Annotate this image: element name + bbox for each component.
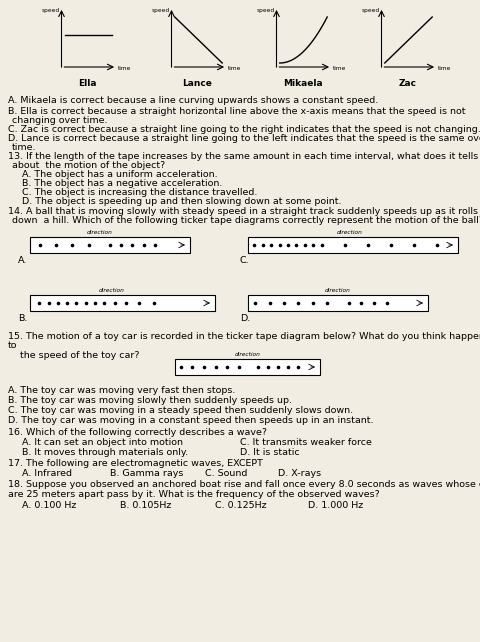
Text: are 25 meters apart pass by it. What is the frequency of the observed waves?: are 25 meters apart pass by it. What is … — [8, 490, 380, 499]
Text: Zac: Zac — [398, 79, 417, 88]
Text: D. X-rays: D. X-rays — [278, 469, 321, 478]
Text: time: time — [228, 67, 241, 71]
Bar — [248, 295, 428, 311]
Text: direction: direction — [235, 352, 261, 357]
Text: C. The toy car was moving in a steady speed then suddenly slows down.: C. The toy car was moving in a steady sp… — [8, 406, 353, 415]
Text: Lance: Lance — [182, 79, 213, 88]
Text: 16. Which of the following correctly describes a wave?: 16. Which of the following correctly des… — [8, 428, 267, 437]
Text: D. Lance is correct because a straight line going to the left indicates that the: D. Lance is correct because a straight l… — [8, 134, 480, 143]
Text: D. The object is speeding up and then slowing down at some point.: D. The object is speeding up and then sl… — [22, 197, 341, 206]
Text: direction: direction — [99, 288, 125, 293]
Text: D. The toy car was moving in a constant speed then speeds up in an instant.: D. The toy car was moving in a constant … — [8, 416, 373, 425]
Text: B.: B. — [18, 314, 27, 323]
Text: 13. If the length of the tape increases by the same amount in each time interval: 13. If the length of the tape increases … — [8, 152, 480, 161]
Bar — [30, 237, 190, 253]
Text: 18. Suppose you observed an anchored boat rise and fall once every 8.0 seconds a: 18. Suppose you observed an anchored boa… — [8, 480, 480, 489]
Text: A.: A. — [18, 256, 27, 265]
Text: A. 0.100 Hz: A. 0.100 Hz — [22, 501, 76, 510]
Text: time: time — [333, 67, 347, 71]
Text: C. It transmits weaker force: C. It transmits weaker force — [240, 438, 372, 447]
Text: time: time — [118, 67, 132, 71]
Text: A. Mikaela is correct because a line curving upwards shows a constant speed.: A. Mikaela is correct because a line cur… — [8, 96, 378, 105]
Text: down  a hill. Which of the following ticker tape diagrams correctly represent th: down a hill. Which of the following tick… — [12, 216, 480, 225]
Text: A. It can set an object into motion: A. It can set an object into motion — [22, 438, 183, 447]
Text: C. 0.125Hz: C. 0.125Hz — [215, 501, 266, 510]
Text: D. It is static: D. It is static — [240, 448, 300, 457]
Bar — [248, 237, 458, 253]
Text: 17. The following are electromagnetic waves, EXCEPT: 17. The following are electromagnetic wa… — [8, 459, 263, 468]
Text: 15. The motion of a toy car is recorded in the ticker tape diagram below? What d: 15. The motion of a toy car is recorded … — [8, 332, 480, 341]
Text: B. It moves through materials only.: B. It moves through materials only. — [22, 448, 188, 457]
Bar — [175, 359, 320, 375]
Text: C. The object is increasing the distance travelled.: C. The object is increasing the distance… — [22, 188, 257, 197]
Text: B. Ella is correct because a straight horizontal line above the x-axis means tha: B. Ella is correct because a straight ho… — [8, 107, 466, 116]
Text: direction: direction — [325, 288, 351, 293]
Text: B. The toy car was moving slowly then suddenly speeds up.: B. The toy car was moving slowly then su… — [8, 396, 292, 405]
Text: speed: speed — [256, 8, 275, 13]
Text: A. The object has a uniform acceleration.: A. The object has a uniform acceleration… — [22, 170, 217, 179]
Text: B. Gamma rays: B. Gamma rays — [110, 469, 183, 478]
Text: D. 1.000 Hz: D. 1.000 Hz — [308, 501, 363, 510]
Text: to: to — [8, 341, 17, 350]
Text: C. Sound: C. Sound — [205, 469, 247, 478]
Text: the speed of the toy car?: the speed of the toy car? — [8, 351, 140, 360]
Text: B. 0.105Hz: B. 0.105Hz — [120, 501, 171, 510]
Text: A. Infrared: A. Infrared — [22, 469, 72, 478]
Text: D.: D. — [240, 314, 250, 323]
Text: B. The object has a negative acceleration.: B. The object has a negative acceleratio… — [22, 179, 222, 188]
Text: about  the motion of the object?: about the motion of the object? — [12, 161, 165, 170]
Text: time.: time. — [12, 143, 36, 152]
Text: C. Zac is correct because a straight line going to the right indicates that the : C. Zac is correct because a straight lin… — [8, 125, 480, 134]
Text: A. The toy car was moving very fast then stops.: A. The toy car was moving very fast then… — [8, 386, 235, 395]
Text: changing over time.: changing over time. — [12, 116, 108, 125]
Text: direction: direction — [337, 230, 363, 235]
Text: time: time — [438, 67, 451, 71]
Text: speed: speed — [41, 8, 60, 13]
Text: 14. A ball that is moving slowly with steady speed in a straight track suddenly : 14. A ball that is moving slowly with st… — [8, 207, 478, 216]
Text: C.: C. — [240, 256, 250, 265]
Text: direction: direction — [87, 230, 113, 235]
Text: speed: speed — [151, 8, 169, 13]
Text: Ella: Ella — [78, 79, 97, 88]
Text: Mikaela: Mikaela — [283, 79, 322, 88]
Bar — [30, 295, 215, 311]
Text: speed: speed — [361, 8, 380, 13]
